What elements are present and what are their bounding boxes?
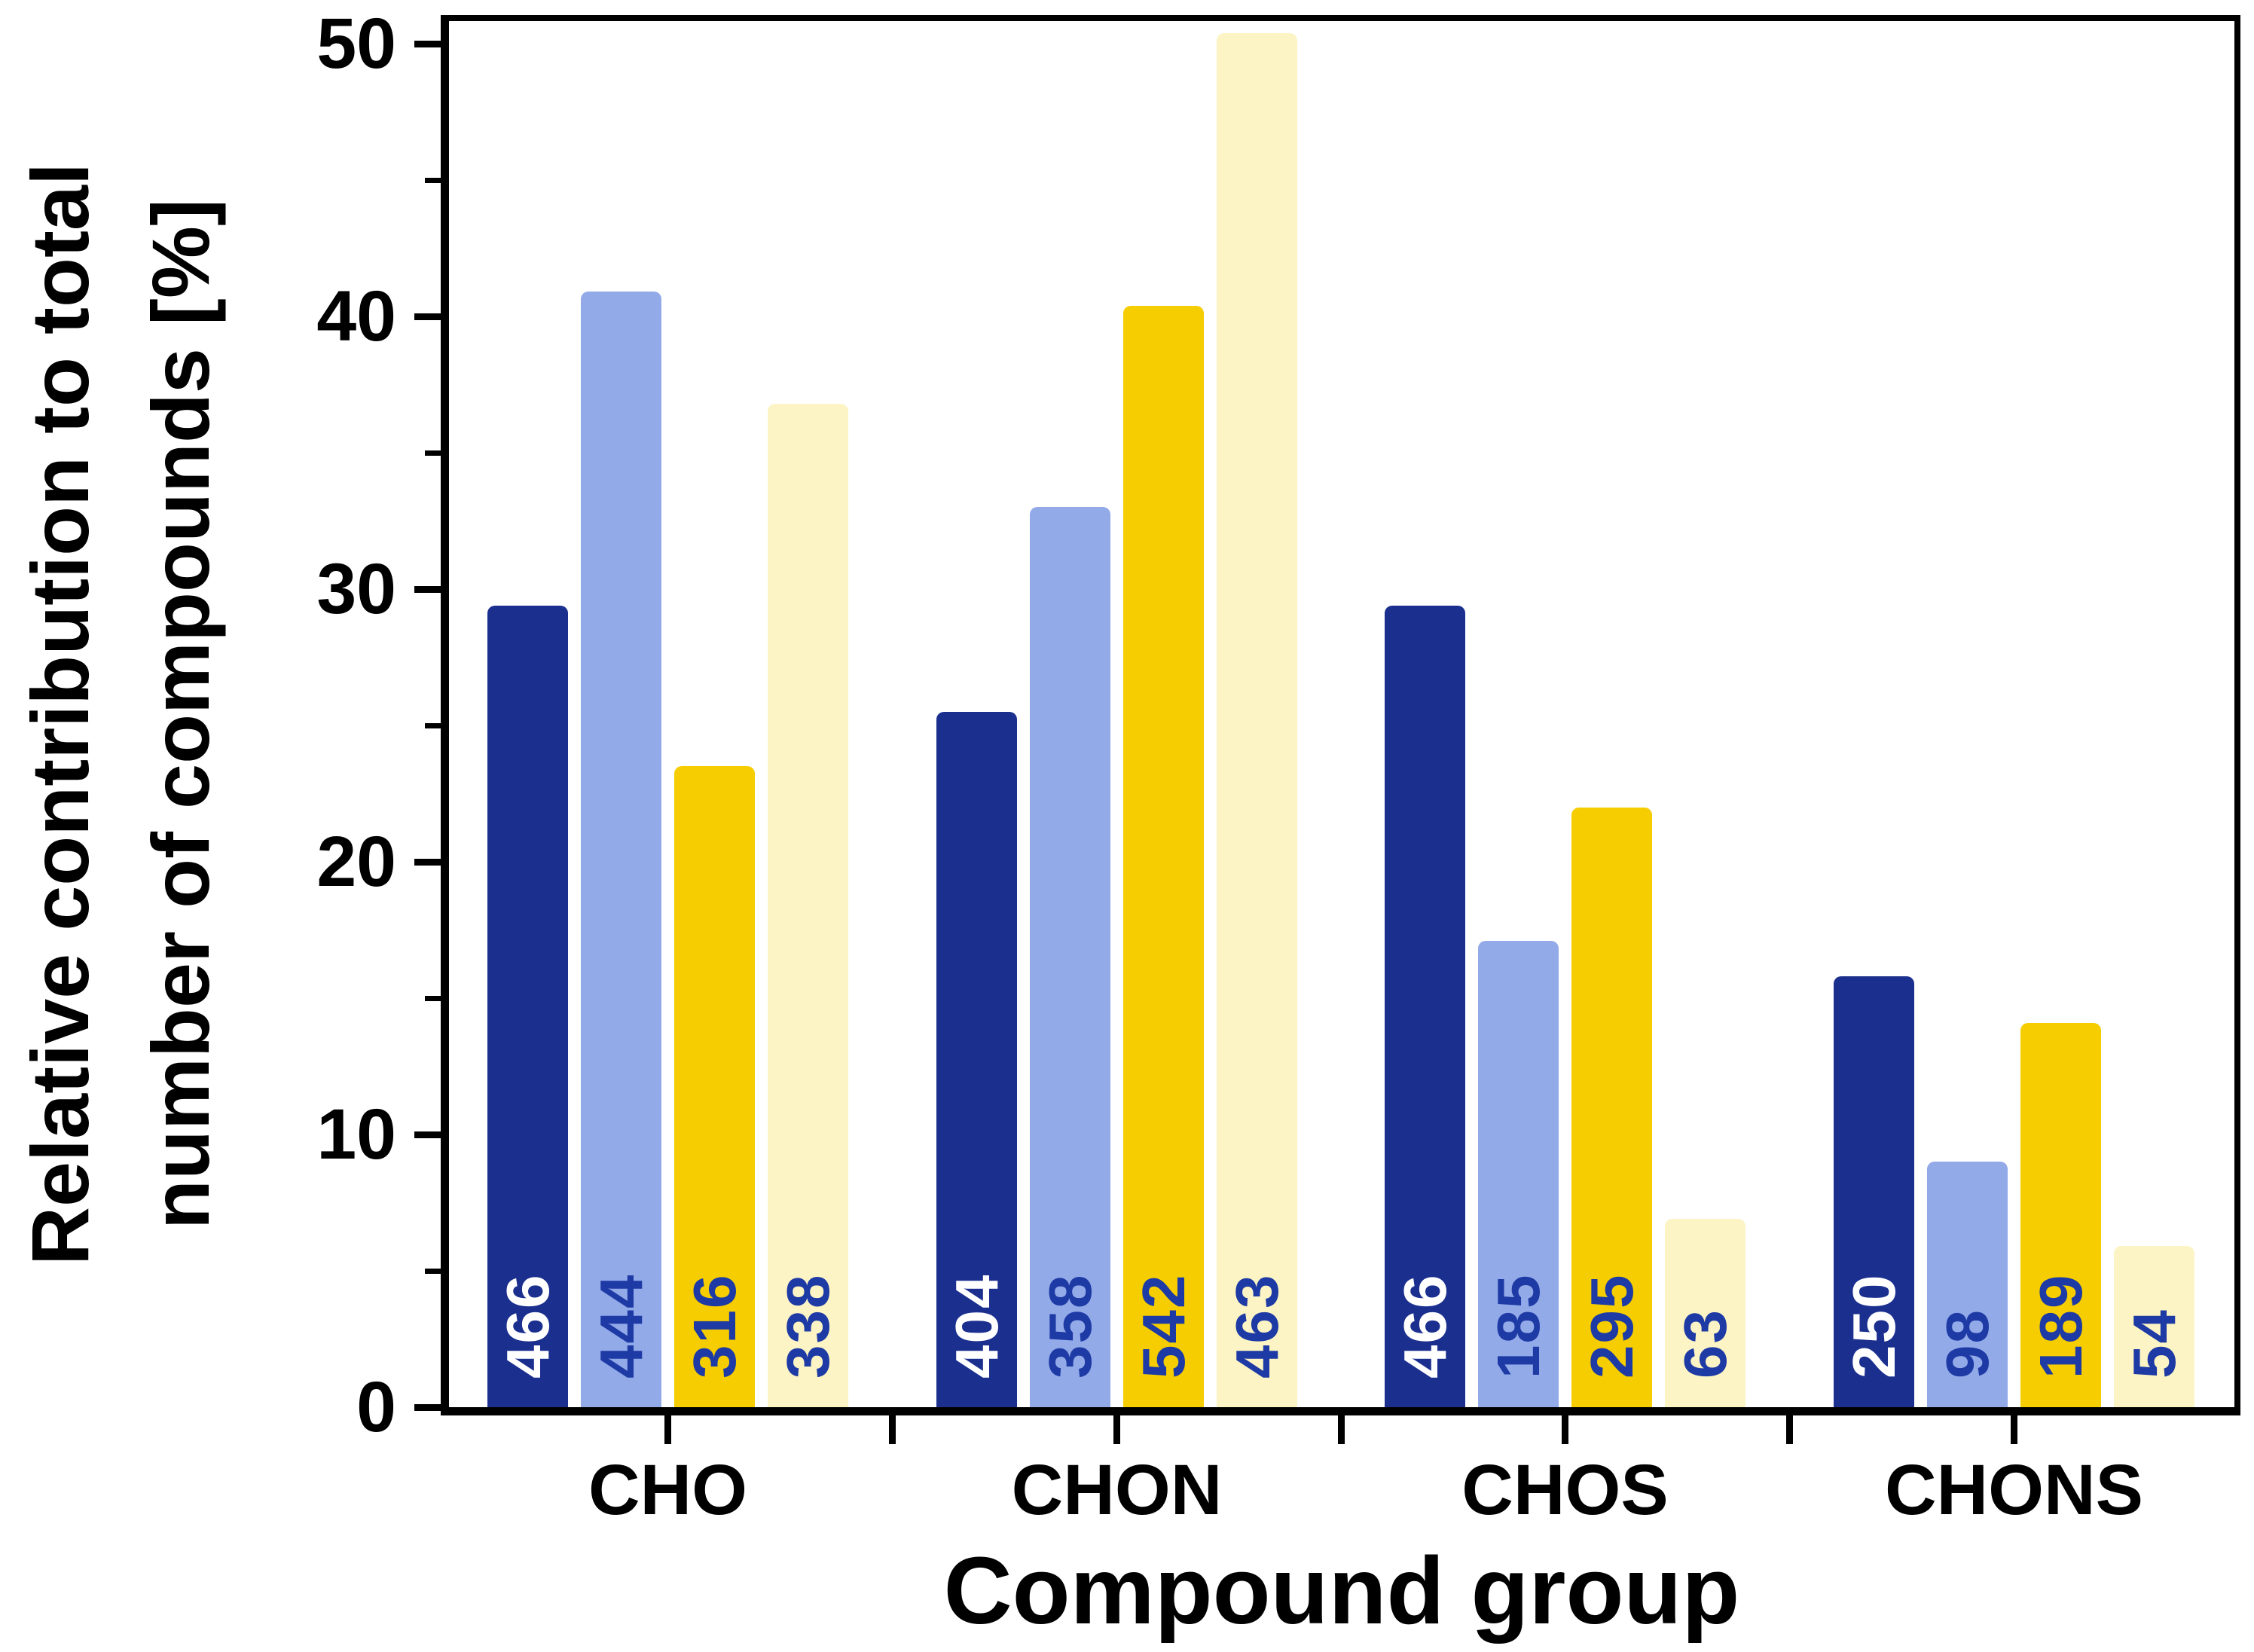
y-axis-tick-label: 0 (356, 1367, 396, 1447)
y-axis-major-tick (414, 313, 443, 320)
y-axis-major-tick (414, 40, 443, 47)
y-axis-minor-tick (425, 722, 443, 728)
bar-count-label-CHON-series-3-gold: 542 (1129, 1273, 1197, 1379)
y-axis-minor-tick (425, 177, 443, 183)
x-axis-tick (889, 1415, 896, 1444)
bar-count-label-CHO-series-4-pale-yellow: 338 (774, 1273, 841, 1379)
bar-count-label-CHOS-series-1-dark-blue: 466 (1391, 1273, 1458, 1379)
bar-count-label-CHO-series-2-light-blue: 444 (587, 1273, 655, 1379)
y-axis-major-tick (414, 585, 443, 593)
y-axis-title: Relative contribution to total number of… (0, 0, 249, 1505)
y-axis-major-tick (414, 858, 443, 866)
bar-CHOS-series-4-pale-yellow (1665, 1219, 1745, 1407)
bar-CHON-series-2-light-blue (1030, 507, 1110, 1407)
plot-area: 0 10 20 30 40 50 466 444 316 338 404 358 542 463 466 18… (316, 4, 2234, 1447)
bar-count-label-CHONS-series-3-gold: 189 (2026, 1273, 2094, 1379)
bar-count-label-CHO-series-1-dark-blue: 466 (493, 1273, 561, 1379)
bar-CHOS-series-1-dark-blue (1385, 606, 1465, 1407)
y-axis-tick-label: 50 (316, 4, 396, 84)
x-axis-title: Compound group (943, 1537, 1740, 1644)
bar-CHO-series-4-pale-yellow (768, 404, 848, 1407)
bar-CHOS-series-3-gold (1571, 808, 1652, 1407)
y-axis-title-line1: Relative contribution to total (14, 163, 105, 1266)
category-label-CHOS: CHOS (1461, 1450, 1669, 1530)
bar-count-label-CHOS-series-4-pale-yellow: 63 (1671, 1308, 1739, 1379)
bar-count-label-CHON-series-1-dark-blue: 404 (942, 1273, 1010, 1379)
bar-count-label-CHO-series-3-gold: 316 (680, 1273, 748, 1379)
bar-count-label-CHON-series-2-light-blue: 358 (1036, 1273, 1104, 1379)
y-axis-tick-label: 20 (316, 822, 396, 902)
bar-CHONS-series-3-gold (2020, 1023, 2101, 1407)
bar-CHONS-series-2-light-blue (1927, 1162, 2008, 1407)
category-label-CHON: CHON (1011, 1450, 1223, 1530)
bar-CHONS-series-1-dark-blue (1834, 976, 1914, 1407)
bar-CHO-series-3-gold (674, 766, 755, 1407)
y-axis-tick-label: 10 (316, 1095, 396, 1174)
x-axis-tick (1786, 1415, 1793, 1444)
y-axis-tick-label: 40 (316, 276, 396, 356)
x-axis-tick (664, 1415, 671, 1444)
bar-count-label-CHOS-series-3-gold: 295 (1577, 1273, 1645, 1379)
y-axis-tick-label: 30 (316, 549, 396, 629)
bar-CHON-series-3-gold (1123, 306, 1204, 1407)
y-axis-major-tick (414, 1131, 443, 1138)
plot-frame: 0 10 20 30 40 50 466 444 316 338 404 358 542 463 466 18… (316, 4, 2240, 1447)
bar-count-label-CHONS-series-2-light-blue: 98 (1933, 1308, 2001, 1379)
bar-count-label-CHONS-series-4-pale-yellow: 54 (2120, 1308, 2188, 1379)
x-axis-tick (1337, 1415, 1345, 1444)
bar-CHOS-series-2-light-blue (1478, 941, 1559, 1407)
y-axis-major-tick (414, 1403, 443, 1411)
bar-count-label-CHONS-series-1-dark-blue: 250 (1840, 1273, 1907, 1379)
bar-CHON-series-4-pale-yellow (1217, 33, 1297, 1407)
bar-count-label-CHOS-series-2-light-blue: 185 (1484, 1273, 1552, 1379)
y-axis-minor-tick (425, 1268, 443, 1274)
y-axis-minor-tick (425, 995, 443, 1001)
category-label-CHO: CHO (588, 1450, 748, 1530)
bar-CHO-series-1-dark-blue (487, 606, 568, 1407)
bar-count-label-CHON-series-4-pale-yellow: 463 (1223, 1273, 1290, 1379)
y-axis-minor-tick (425, 450, 443, 456)
bar-CHO-series-2-light-blue (581, 292, 661, 1407)
y-axis-title-line2: number of compounds [%] (135, 199, 226, 1229)
bar-CHONS-series-4-pale-yellow (2114, 1246, 2194, 1407)
x-axis-tick (1562, 1415, 1568, 1444)
bar-CHON-series-1-dark-blue (936, 712, 1017, 1407)
x-axis-tick (1113, 1415, 1120, 1444)
x-axis-tick (2011, 1415, 2017, 1444)
category-label-CHONS: CHONS (1884, 1450, 2144, 1530)
